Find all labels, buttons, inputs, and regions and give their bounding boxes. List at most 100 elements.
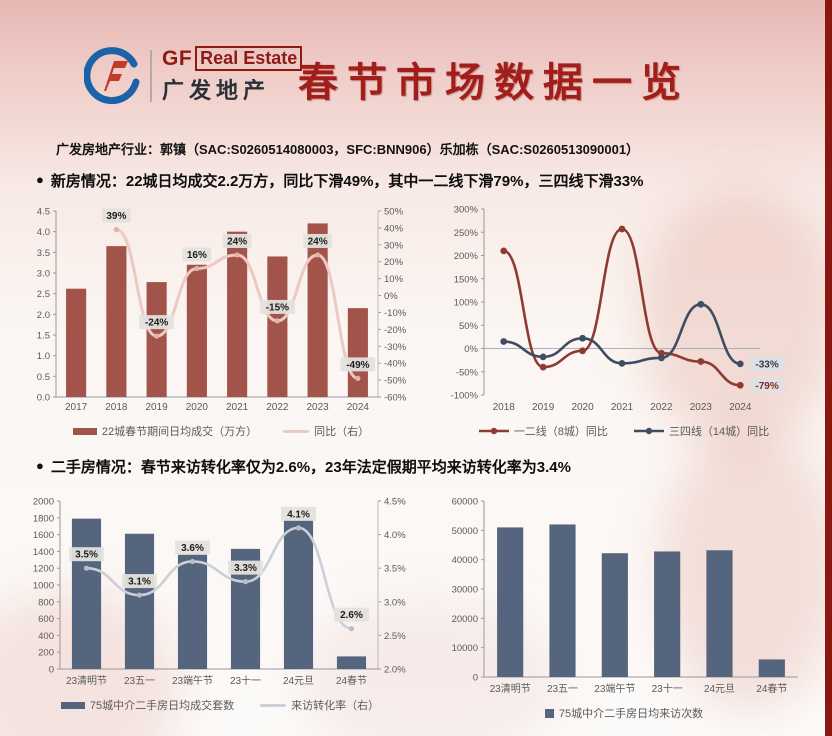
svg-text:2018: 2018 [493,402,516,413]
svg-text:-79%: -79% [755,381,778,392]
chart-secondhand-deals: 0 200 400 600 800 1000 1200 1400 1600 1800 2000 2.0… [20,487,420,713]
svg-text:250%: 250% [454,228,479,239]
svg-text:4.1%: 4.1% [287,509,310,520]
svg-text:24元旦: 24元旦 [283,675,314,687]
svg-text:10%: 10% [384,274,404,285]
svg-text:4.0: 4.0 [37,227,50,238]
svg-text:1800: 1800 [33,513,54,524]
bar-24春节 [336,656,367,669]
logo-realestate-text: Real Estate [195,46,303,71]
visits-bars-legend: 75城中介二手房日均来访次数 [436,705,812,721]
bullet-new-home: ● 新房情况：22城日均成交2.2万方，同比下滑49%，其中一二线下滑79%，三… [36,170,643,191]
svg-text:2021: 2021 [611,402,634,413]
legend-label: 一二线（8城）同比 [513,426,608,438]
tier-yoy-lines-plot: -100% -50% 0% 50% 100% 150% 200% 250% 300% 2018 20… [451,205,785,413]
bar-2017 [66,288,87,397]
new-home-combo-legend: 22城春节期间日均成交（万方） 同比（右） [22,423,420,439]
legend-label: 75城中介二手房日均来访次数 [558,708,704,720]
page-title: 春节市场数据一览 [298,60,690,105]
svg-text:1.5: 1.5 [37,331,50,342]
svg-text:150%: 150% [454,274,479,285]
svg-text:24%: 24% [308,236,328,247]
legend-item: 同比（右） [283,423,369,439]
svg-text:24%: 24% [227,236,247,247]
line-dot-swatch [633,427,664,435]
bullet-text: 新房情况：22城日均成交2.2万方，同比下滑49%，其中一二线下滑79%，三四线… [50,173,644,190]
svg-text:300%: 300% [454,205,479,216]
svg-text:2022: 2022 [266,402,289,413]
svg-text:600: 600 [38,614,54,625]
svg-text:-15%: -15% [266,302,289,313]
legend-label: 三四线（14城）同比 [668,426,770,438]
legend-item: 75城中介二手房日均来访次数 [544,705,704,721]
legend-label: 22城春节期间日均成交（万方） [101,426,258,438]
svg-text:4.5%: 4.5% [384,497,406,508]
svg-text:800: 800 [38,597,54,608]
svg-text:40%: 40% [384,223,404,234]
chart-new-home-daily-sales: 0.0 0.5 1.0 1.5 2.0 2.5 3.0 3.5 4.0 4.5 -60% -50% -4… [22,199,420,439]
gf-logo: GF Real Estate 广发地产 [84,46,303,105]
gf-logo-icon [84,46,140,104]
svg-text:-40%: -40% [384,359,407,370]
svg-text:2023: 2023 [307,402,330,413]
svg-text:50%: 50% [384,207,404,218]
svg-text:-50%: -50% [456,367,479,378]
legend-item: 75城中介二手房日均成交套数 [60,697,234,713]
bar-2019 [146,282,167,397]
svg-text:2018: 2018 [105,402,128,413]
bar-24元旦 [706,550,733,677]
svg-text:20000: 20000 [452,614,478,625]
analyst-line: 广发房地产行业：郭镇（SAC:S0260514080003，SFC:BNN906… [56,142,640,157]
svg-text:400: 400 [38,631,54,642]
bar-2022 [267,256,288,397]
svg-text:60000: 60000 [452,497,478,508]
svg-text:200: 200 [38,648,54,659]
svg-text:3.1%: 3.1% [128,577,151,588]
svg-text:2019: 2019 [146,402,169,413]
svg-text:24春节: 24春节 [756,683,787,695]
legend-label: 来访转化率（右） [291,700,380,712]
svg-text:30000: 30000 [452,585,478,596]
svg-text:4.0%: 4.0% [384,530,406,541]
svg-text:39%: 39% [106,211,126,222]
svg-text:3.5%: 3.5% [75,550,98,561]
svg-text:2021: 2021 [226,402,249,413]
bar-23五一 [124,533,155,669]
svg-text:50000: 50000 [452,526,478,537]
svg-text:4.5: 4.5 [37,207,50,218]
svg-text:50%: 50% [459,321,479,332]
svg-text:40000: 40000 [452,555,478,566]
svg-text:-10%: -10% [384,308,407,319]
bar-2024 [347,308,368,397]
svg-text:23端午节: 23端午节 [594,682,635,695]
svg-text:23五一: 23五一 [124,676,155,687]
legend-label: 同比（右） [314,426,370,438]
svg-text:2024: 2024 [729,402,752,413]
svg-text:0: 0 [49,665,54,676]
bullet-text: 二手房情况：春节来访转化率仅为2.6%，23年法定假期平均来访转化率为3.4% [50,459,571,476]
bullet-dot: ● [36,458,44,473]
svg-text:0%: 0% [384,291,398,302]
svg-text:30%: 30% [384,240,404,251]
line-swatch [283,429,310,433]
right-edge-stripe [825,0,832,736]
logo-divider [150,49,152,102]
svg-text:2020: 2020 [186,402,209,413]
logo-text-en: GF Real Estate [162,46,303,71]
legend-item: 22城春节期间日均成交（万方） [72,423,258,439]
svg-text:2017: 2017 [65,402,88,413]
line-dot-swatch [478,427,509,435]
bar-23端午节 [601,553,628,677]
bar-23清明节 [71,518,102,669]
svg-text:24春节: 24春节 [336,675,367,687]
visits-bars-plot: 0 10000 20000 30000 40000 50000 60000 23清明节 23五一… [452,497,798,695]
bar-2020 [186,264,207,397]
svg-text:23清明节: 23清明节 [490,682,531,695]
svg-text:0.5: 0.5 [37,372,50,383]
svg-text:3.0: 3.0 [37,269,50,280]
svg-text:3.5%: 3.5% [384,564,406,575]
legend-item: 一二线（8城）同比 [478,423,608,439]
svg-text:3.5: 3.5 [37,248,50,259]
svg-text:2019: 2019 [532,402,555,413]
legend-item: 三四线（14城）同比 [633,423,770,439]
